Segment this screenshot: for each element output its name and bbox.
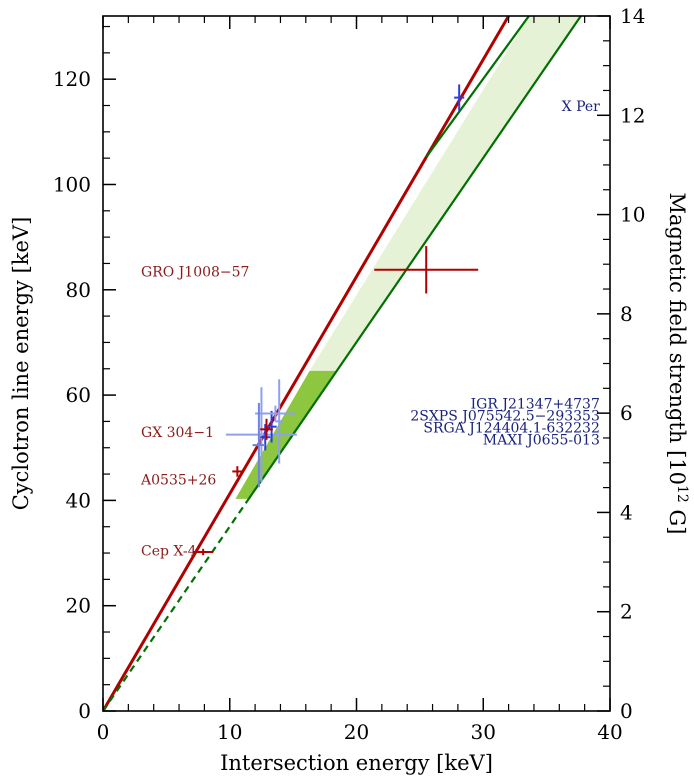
data-point-1 (374, 246, 479, 294)
x-tick-label-2: 20 (344, 720, 369, 744)
y-tick-label-0: 0 (78, 699, 91, 723)
model-line-3 (103, 498, 250, 711)
model-line-1 (247, 16, 582, 500)
source-label-8: MAXI J0655-013 (483, 433, 600, 449)
data-point-10 (192, 548, 214, 556)
x-tick-label-1: 10 (217, 720, 242, 744)
source-label-5: IGR J21347+4737 (471, 396, 600, 412)
data-point-5 (275, 379, 283, 464)
source-label-1: GRO J1008−57 (141, 265, 249, 281)
y2-tick-label-6: 12 (620, 103, 645, 127)
y2-axis-title: Magnetic field strength [1012 G] (665, 193, 690, 535)
x-tick-label-0: 0 (97, 720, 110, 744)
y2-tick-label-2: 4 (620, 500, 633, 524)
source-label-6: 2SXPS J075542.5−293353 (410, 408, 600, 424)
source-label-2: GX 304−1 (141, 425, 214, 441)
model-line-0 (103, 16, 510, 711)
data-point-0 (454, 84, 465, 111)
source-label-7: SRGA J124404.1-632232 (423, 420, 599, 436)
y2-tick-label-0: 0 (620, 699, 633, 723)
data-point-2 (225, 387, 297, 482)
source-label-3: A0535+26 (140, 473, 216, 489)
data-point-8 (260, 418, 273, 440)
source-labels: X Per GRO J1008−57 GX 304−1 A0535+26 Cep X-4… (140, 99, 600, 560)
y-tick-label-5: 100 (53, 172, 91, 196)
data-points (192, 84, 479, 556)
y-axis-title: Cyclotron line energy [keV] (9, 217, 33, 511)
plot-frame (102, 15, 611, 712)
x-tick-label-3: 30 (471, 720, 496, 744)
data-point-9 (232, 466, 243, 477)
data-point-3 (266, 410, 277, 443)
source-label-4: Cep X-4 (141, 544, 197, 560)
y-tick-label-4: 80 (66, 278, 91, 302)
y-tick-label-1: 20 (66, 594, 91, 618)
model-line-2 (425, 16, 530, 158)
y2-tick-label-3: 6 (620, 401, 633, 425)
y-tick-label-3: 60 (66, 383, 91, 407)
y2-tick-label-5: 10 (620, 203, 645, 227)
source-label-0: X Per (562, 99, 600, 115)
model-lines (103, 16, 582, 711)
y2-tick-label-1: 2 (620, 600, 633, 624)
region-0 (309, 16, 581, 371)
x-axis-title: Intersection energy [keV] (220, 751, 493, 775)
y-tick-label-2: 40 (66, 488, 91, 512)
x-tick-label-4: 40 (597, 720, 622, 744)
y-tick-label-6: 120 (53, 67, 91, 91)
y2-tick-label-4: 8 (620, 302, 633, 326)
data-point-7 (252, 402, 266, 488)
y2-tick-label-7: 14 (620, 4, 645, 28)
data-point-4 (255, 405, 296, 422)
